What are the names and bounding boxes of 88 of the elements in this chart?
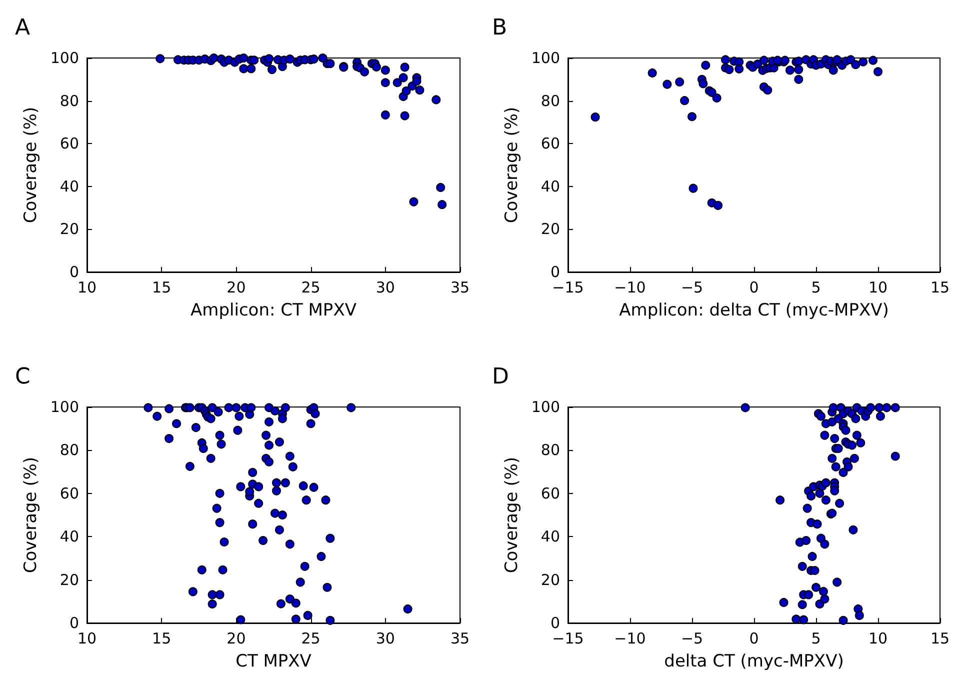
point [724,65,734,74]
point [868,56,878,65]
point [701,60,710,70]
point [794,56,804,66]
point [763,86,772,95]
x-tick-label: 10 [868,278,888,296]
point [712,94,722,103]
point [590,112,600,122]
point [874,67,882,76]
y-tick-label: 40 [60,177,79,196]
x-tick-label: −10 [614,630,646,648]
point [675,77,684,86]
y-tick-label: 60 [60,484,79,502]
point [759,56,768,65]
point [851,60,860,70]
y-tick-label: 20 [60,220,79,238]
x-tick-label: 15 [930,278,950,296]
point [688,112,696,122]
x-tick-label: 30 [376,630,395,648]
x-tick-label: −5 [680,630,704,648]
x-tick-label: 25 [301,630,320,648]
y-tick-label: 80 [540,92,560,110]
x-tick-label: −10 [614,278,646,296]
y-tick-label: 40 [540,177,560,196]
chart-title: C [15,364,30,390]
y-tick-label: 0 [550,614,560,632]
y-tick-label: 100 [50,398,79,416]
y-tick-label: 0 [550,263,560,281]
y-tick-label: 80 [60,92,79,110]
x-tick-label: 15 [152,278,172,296]
point [858,57,868,66]
point [648,68,657,78]
y-tick-label: 80 [540,441,560,460]
x-tick-label: 0 [749,278,759,296]
y-axis-title: Coverage (%) [502,456,522,574]
x-tick-label: 10 [868,630,888,648]
point [714,200,723,210]
x-tick-label: 35 [450,630,470,648]
x-tick-label: 10 [77,630,97,648]
x-tick-label: 20 [226,630,246,648]
point [785,66,794,75]
point [688,184,698,193]
point [707,88,716,97]
y-axis-title: Coverage (%) [502,106,522,224]
y-tick-label: 60 [540,484,560,502]
point [680,96,690,106]
y-tick-label: 40 [540,528,560,546]
y-tick-label: 20 [60,570,79,589]
x-tick-label: 10 [77,278,97,296]
point [662,80,672,89]
x-tick-label: 15 [152,630,172,648]
x-tick-label: 25 [301,278,320,296]
x-tick-label: −15 [552,278,584,296]
x-tick-label: 5 [811,278,821,296]
point [794,65,804,74]
y-tick-label: 0 [69,614,79,632]
point [734,64,744,74]
x-tick-label: −15 [552,630,584,648]
x-tick-label: −5 [680,278,704,296]
y-tick-label: 20 [540,570,560,589]
y-axis-title: Coverage (%) [20,106,41,224]
x-tick-label: 15 [930,630,950,648]
y-tick-label: 60 [540,134,560,153]
y-tick-label: 60 [60,134,79,153]
y-axis-title: Coverage (%) [20,456,41,574]
x-axis-title: Amplicon: delta CT (myc-MPXV) [619,300,889,320]
x-tick-label: 5 [811,630,821,648]
x-tick-label: 20 [226,278,246,296]
x-tick-label: 30 [376,278,395,296]
y-tick-label: 40 [60,528,79,546]
y-tick-label: 100 [531,49,560,67]
point [828,66,838,75]
x-tick-label: 35 [450,278,470,296]
y-tick-label: 0 [69,263,79,281]
y-tick-label: 80 [60,441,79,460]
x-axis-title: CT MPXV [236,652,312,672]
point [794,74,804,84]
chart-title: B [492,16,508,40]
y-tick-label: 20 [540,220,560,238]
x-axis-title: delta CT (myc-MPXV) [664,652,844,672]
x-tick-label: 0 [749,630,759,648]
x-axis-title: Amplicon: CT MPXV [190,300,357,320]
chart-title: A [15,16,30,40]
y-tick-label: 100 [50,49,79,67]
chart-title: D [492,364,509,390]
point [720,55,730,64]
point [698,79,708,88]
y-tick-label: 100 [531,398,560,416]
